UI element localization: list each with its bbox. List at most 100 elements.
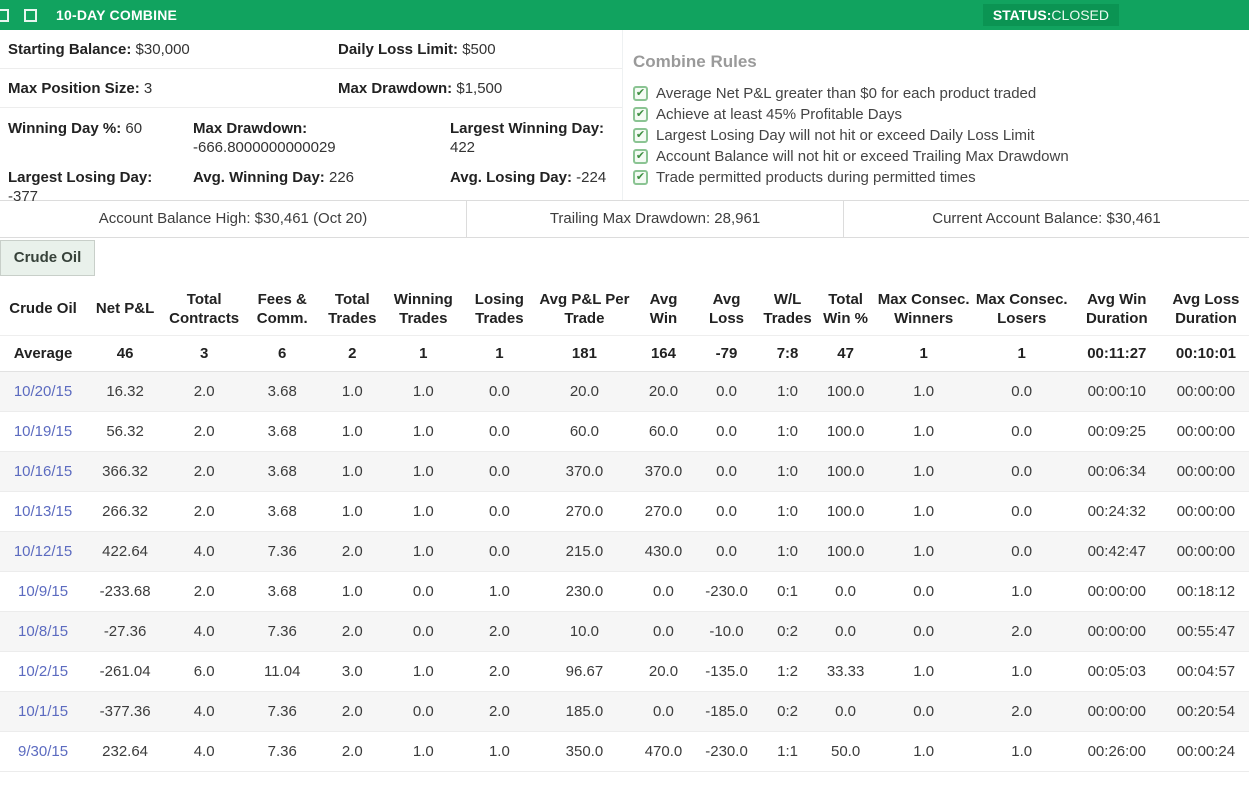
table-cell: 2.0	[320, 731, 385, 772]
table-cell: 1.0	[384, 531, 463, 572]
combine-rules-title: Combine Rules	[633, 52, 757, 71]
combine-stats-panel: Starting Balance: $30,000 Daily Loss Lim…	[0, 30, 622, 205]
table-cell: 60.0	[536, 411, 633, 452]
table-cell: 6	[244, 335, 321, 372]
table-row: 10/9/15 -233.68 2.0 3.68 1.0 0.0 1.0 230.0 0.0 -2…	[0, 571, 1249, 612]
stat-avg-winning-day: Avg. Winning Day: 226	[193, 169, 355, 186]
table-cell: 0.0	[462, 531, 537, 572]
tab-crude-oil[interactable]: Crude Oil	[0, 240, 95, 276]
stat-max-position-size: Max Position Size: 3	[8, 80, 153, 97]
table-cell: 00:10:01	[1162, 335, 1249, 372]
rule-text: Achieve at least 45% Profitable Days	[656, 106, 902, 123]
date-cell[interactable]: 10/1/15	[0, 691, 87, 732]
date-link[interactable]: 10/16/15	[13, 462, 73, 480]
date-cell[interactable]: 10/19/15	[0, 411, 87, 452]
table-cell: -135.0	[694, 651, 759, 692]
table-row: 10/13/15 266.32 2.0 3.68 1.0 1.0 0.0 270.0 270.0…	[0, 491, 1249, 532]
stats-row-1: Starting Balance: $30,000 Daily Loss Lim…	[0, 30, 622, 69]
date-cell[interactable]: 10/8/15	[0, 611, 87, 652]
date-link[interactable]: 10/13/15	[13, 502, 73, 520]
table-cell: 181	[536, 335, 633, 372]
date-link[interactable]: 10/20/15	[13, 382, 73, 400]
column-header: Avg P&L Per Trade	[536, 285, 633, 336]
table-cell: 00:00:10	[1070, 371, 1163, 412]
column-header: Avg Win	[632, 285, 695, 336]
table-row: 10/8/15 -27.36 4.0 7.36 2.0 0.0 2.0 10.0 0.0 -10.…	[0, 611, 1249, 652]
table-cell: 0.0	[874, 691, 973, 732]
table-cell: 0.0	[694, 371, 759, 412]
date-cell[interactable]: 10/12/15	[0, 531, 87, 572]
title-bar: 10-DAY COMBINE STATUS:CLOSED	[0, 0, 1249, 30]
table-cell: 215.0	[536, 531, 633, 572]
table-cell: 20.0	[632, 651, 695, 692]
table-cell: 0.0	[972, 531, 1071, 572]
table-cell: 370.0	[632, 451, 695, 492]
table-cell: 7.36	[244, 731, 321, 772]
column-header: Losing Trades	[462, 285, 537, 336]
table-cell: 7.36	[244, 531, 321, 572]
table-cell: 1.0	[874, 411, 973, 452]
date-cell[interactable]: 10/20/15	[0, 371, 87, 412]
table-cell: -79	[694, 335, 759, 372]
checked-checkbox-icon: ✔	[633, 86, 648, 101]
table-cell: 1.0	[462, 571, 537, 612]
table-cell: 0.0	[462, 491, 537, 532]
table-cell: 1.0	[462, 731, 537, 772]
date-cell[interactable]: 10/13/15	[0, 491, 87, 532]
titlebar-square-icon-1[interactable]	[0, 8, 9, 22]
table-cell: 1:0	[758, 451, 817, 492]
table-cell: 0.0	[874, 571, 973, 612]
date-cell[interactable]: 10/9/15	[0, 571, 87, 612]
table-cell: 3.68	[244, 411, 321, 452]
rule-text: Trade permitted products during permitte…	[656, 169, 976, 186]
date-cell[interactable]: 10/2/15	[0, 651, 87, 692]
date-cell[interactable]: 10/16/15	[0, 451, 87, 492]
date-link[interactable]: 10/9/15	[18, 582, 69, 600]
titlebar-square-icon-2[interactable]	[24, 8, 37, 22]
column-header: W/L Trades	[758, 285, 817, 336]
date-cell[interactable]: 9/30/15	[0, 731, 87, 772]
table-cell: 430.0	[632, 531, 695, 572]
table-cell: 46	[86, 335, 165, 372]
table-cell: 0.0	[816, 571, 875, 612]
table-cell: 0.0	[972, 371, 1071, 412]
table-cell: 2.0	[164, 451, 245, 492]
table-cell: 4.0	[164, 611, 245, 652]
table-cell: 4.0	[164, 531, 245, 572]
table-cell: 1.0	[384, 451, 463, 492]
table-cell: 6.0	[164, 651, 245, 692]
rule-permitted-products: ✔ Trade permitted products during permitt…	[633, 167, 1249, 188]
table-cell: 230.0	[536, 571, 633, 612]
table-cell: 1.0	[320, 371, 385, 412]
table-cell: -261.04	[86, 651, 165, 692]
stat-winning-day-pct: Winning Day %: 60	[8, 120, 143, 137]
table-cell: -10.0	[694, 611, 759, 652]
stats-table-header-row: Crude Oil Net P&L Total Contracts Fees & Co…	[0, 285, 1249, 336]
table-cell: 1.0	[384, 651, 463, 692]
date-link[interactable]: 10/1/15	[18, 702, 69, 720]
date-link[interactable]: 10/2/15	[18, 662, 69, 680]
table-cell: 7:8	[758, 335, 817, 372]
table-cell: Average	[0, 335, 87, 372]
table-cell: 1.0	[874, 531, 973, 572]
table-cell: 00:42:47	[1070, 531, 1163, 572]
table-cell: 00:00:00	[1070, 691, 1163, 732]
table-row: 10/19/15 56.32 2.0 3.68 1.0 1.0 0.0 60.0 60.0 0.0…	[0, 411, 1249, 452]
table-cell: 00:00:24	[1162, 731, 1249, 772]
table-cell: 4.0	[164, 731, 245, 772]
table-cell: 0.0	[462, 411, 537, 452]
table-cell: 2.0	[164, 371, 245, 412]
table-cell: -27.36	[86, 611, 165, 652]
table-cell: -185.0	[694, 691, 759, 732]
column-header: Total Win %	[816, 285, 875, 336]
balance-strip: Account Balance High: $30,461 (Oct 20) T…	[0, 200, 1249, 238]
date-link[interactable]: 10/19/15	[13, 422, 73, 440]
date-link[interactable]: 10/12/15	[13, 542, 73, 560]
table-cell: 2.0	[462, 651, 537, 692]
date-link[interactable]: 10/8/15	[18, 622, 69, 640]
date-link[interactable]: 9/30/15	[18, 742, 69, 760]
table-cell: 2.0	[972, 611, 1071, 652]
table-cell: 20.0	[536, 371, 633, 412]
table-cell: 0.0	[694, 531, 759, 572]
table-cell: 2.0	[462, 611, 537, 652]
